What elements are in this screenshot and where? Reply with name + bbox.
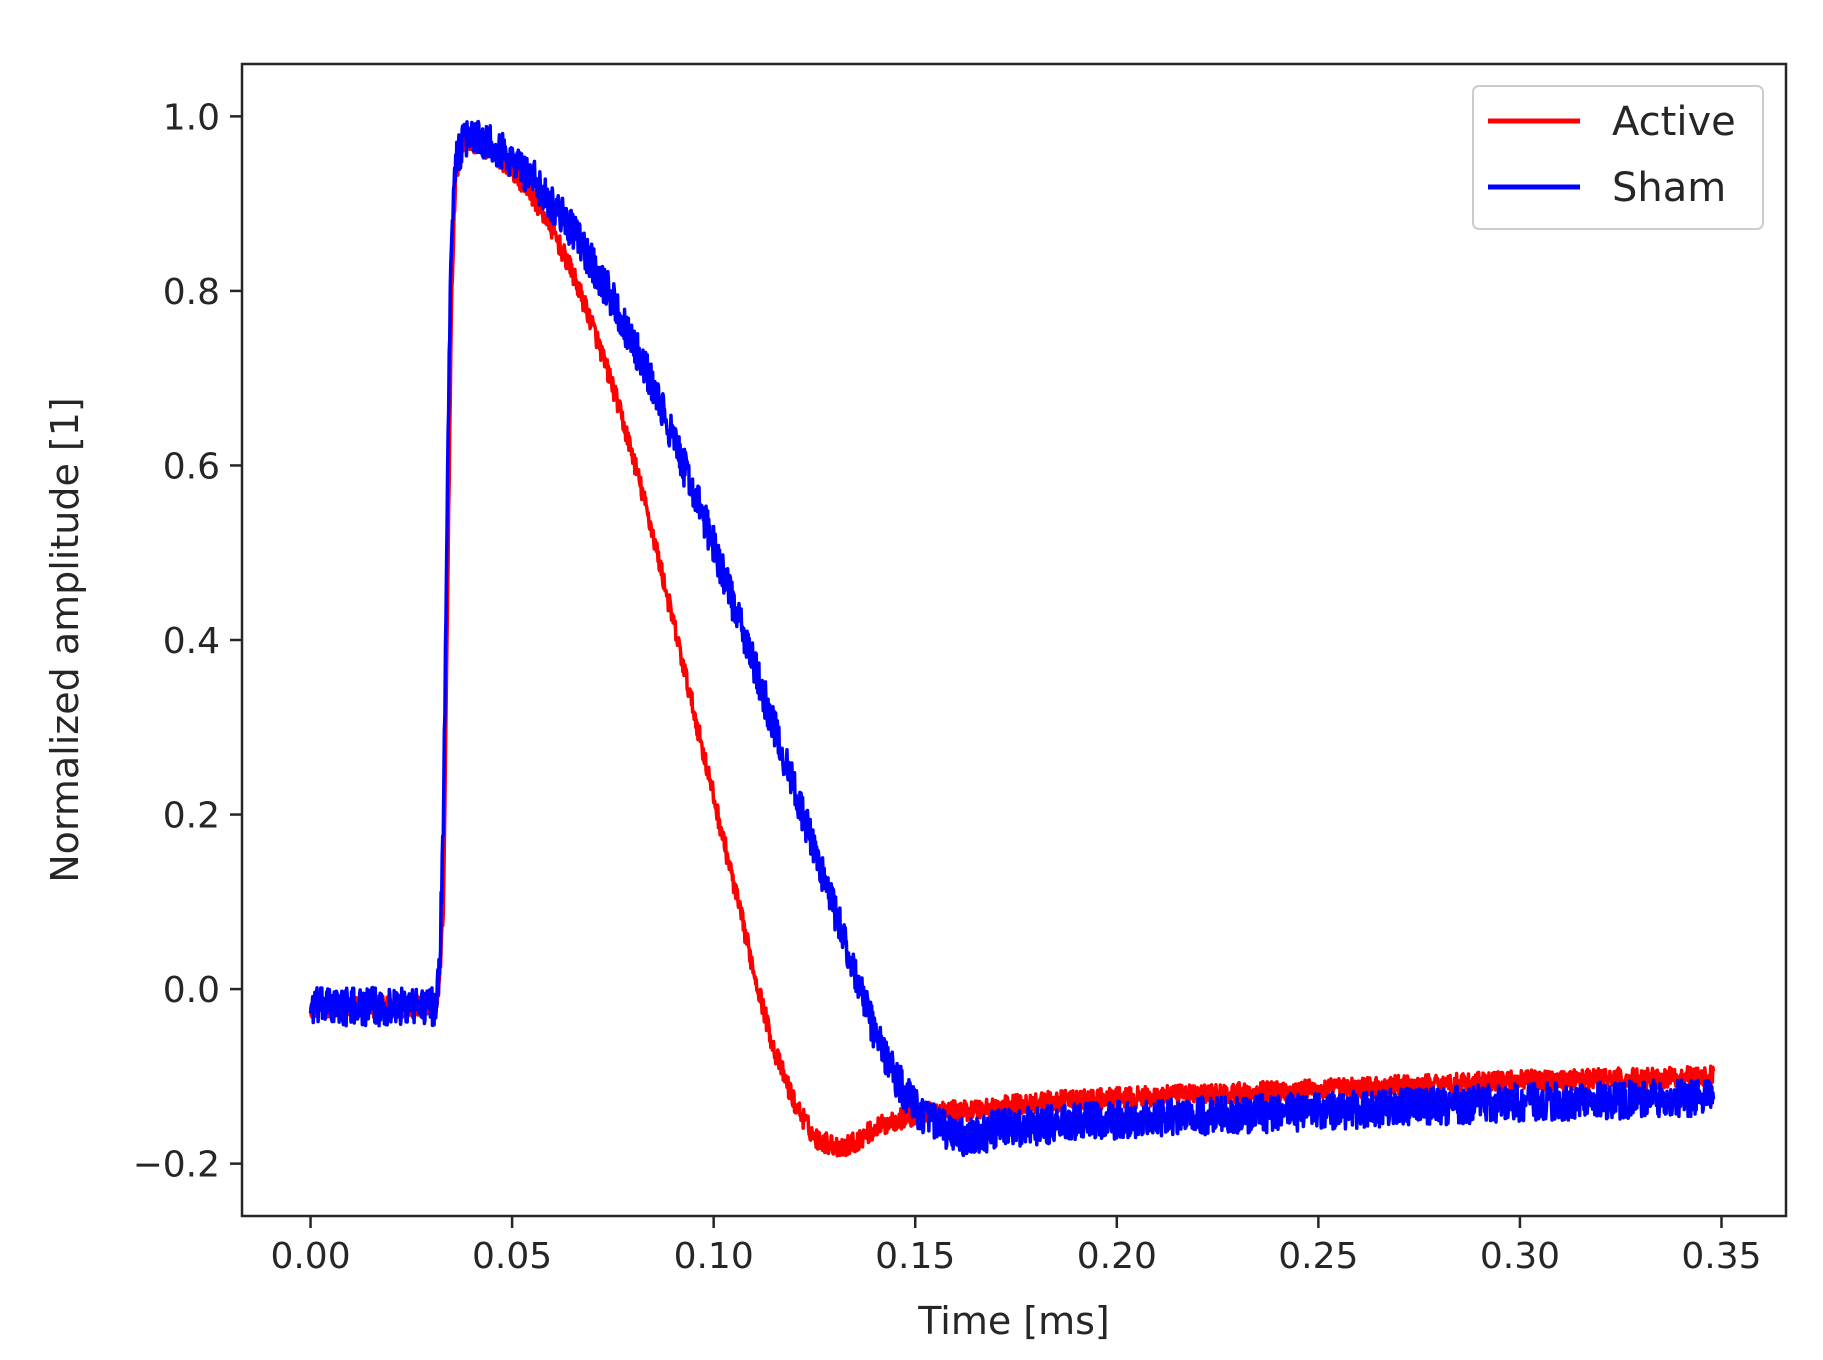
legend: Active Sham xyxy=(1472,85,1764,230)
legend-label-sham: Sham xyxy=(1612,165,1726,211)
legend-label-active: Active xyxy=(1612,99,1736,145)
x-tick-label: 0.05 xyxy=(472,1236,552,1277)
x-tick-label: 0.25 xyxy=(1278,1236,1358,1277)
y-tick-label: 0.4 xyxy=(163,621,220,662)
y-tick-label: 1.0 xyxy=(163,97,220,138)
series-layer xyxy=(308,119,1716,1158)
series-line-sham xyxy=(308,119,1716,1158)
y-axis: −0.2 0.0 0.2 0.4 0.6 0.8 1.0 xyxy=(133,97,242,1186)
y-tick-label: 0.0 xyxy=(163,970,220,1011)
x-tick-label: 0.00 xyxy=(270,1236,350,1277)
x-axis: 0.00 0.05 0.10 0.15 0.20 0.25 0.30 0.35 xyxy=(270,1216,1762,1277)
x-tick-label: 0.30 xyxy=(1480,1236,1560,1277)
x-tick-label: 0.35 xyxy=(1681,1236,1761,1277)
y-tick-label: 0.2 xyxy=(163,796,220,837)
y-tick-label: −0.2 xyxy=(133,1145,220,1186)
y-tick-label: 0.6 xyxy=(163,446,220,487)
x-axis-label: Time [ms] xyxy=(917,1299,1110,1343)
y-axis-label: Normalized amplitude [1] xyxy=(43,397,87,883)
x-tick-label: 0.20 xyxy=(1077,1236,1157,1277)
y-tick-label: 0.8 xyxy=(163,272,220,313)
x-tick-label: 0.15 xyxy=(875,1236,955,1277)
x-tick-label: 0.10 xyxy=(674,1236,754,1277)
